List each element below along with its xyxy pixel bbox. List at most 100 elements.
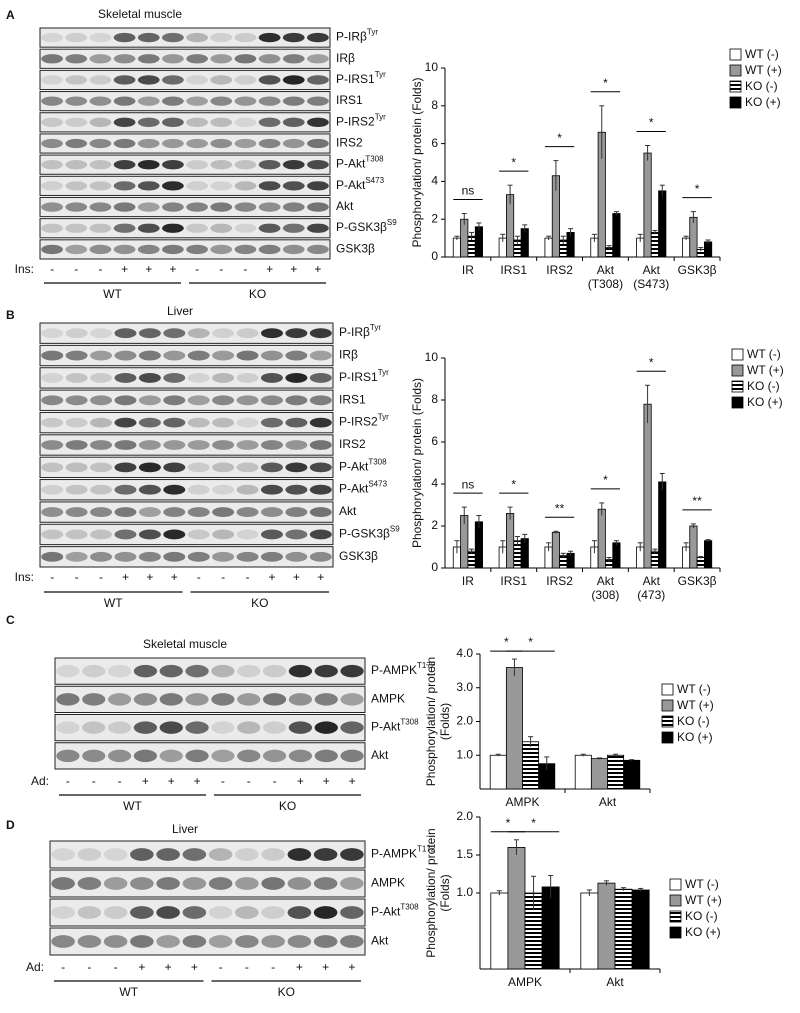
blot-strip: [39, 546, 334, 568]
blot-band: [41, 328, 64, 339]
blot-band: [307, 181, 329, 191]
treatment-sign: -: [221, 774, 225, 788]
blot-strip: [39, 112, 331, 133]
blot-band: [138, 529, 161, 540]
blot-band: [258, 117, 281, 127]
blot-band: [137, 244, 160, 255]
bar: [704, 241, 713, 258]
legend-swatch: [661, 699, 674, 712]
blot-band: [340, 877, 364, 890]
legend-swatch: [661, 731, 674, 744]
blot-label-text: P-Akt: [336, 178, 366, 192]
blot-label-text: AMPK: [371, 876, 405, 890]
blot-band: [237, 664, 261, 678]
blot-band: [107, 693, 132, 706]
treatment-sign: -: [92, 774, 96, 788]
blot-label: IRβ: [336, 51, 355, 65]
blot-band: [340, 906, 364, 919]
blot-band: [307, 75, 329, 85]
blot-band: [138, 417, 161, 428]
blot-band: [41, 395, 64, 406]
treatment-sign: +: [165, 960, 172, 974]
blot-band: [258, 223, 281, 233]
panel-letter: D: [6, 818, 15, 832]
blot-band: [82, 721, 106, 734]
blot-strip: [39, 501, 334, 523]
blot-label-text: IRS1: [339, 392, 366, 406]
blot-band: [260, 529, 283, 540]
treatment-sign: -: [50, 262, 54, 276]
legend-label: WT (-): [747, 347, 781, 361]
blot-band: [187, 417, 210, 428]
x-tick-label: Akt: [643, 263, 661, 277]
bar: [522, 741, 540, 790]
treatment-sign: -: [195, 262, 199, 276]
blot-band: [282, 75, 305, 85]
bar: [520, 228, 529, 258]
blot-band: [137, 32, 160, 43]
blot-strip: [39, 523, 334, 546]
blot-band: [162, 32, 184, 43]
blot-band: [285, 350, 308, 361]
bar: [597, 882, 616, 970]
legend-swatch: [669, 894, 682, 907]
blot-band: [162, 181, 184, 191]
blot-band: [187, 551, 210, 562]
blot-band: [236, 440, 259, 450]
blot-band: [137, 160, 160, 170]
blot-band: [258, 96, 281, 106]
bar: [696, 557, 705, 569]
legend-label: WT (-): [685, 877, 719, 891]
blot-band: [340, 664, 364, 678]
blot-label: IRS2: [336, 136, 363, 150]
blot-band: [56, 749, 80, 763]
blot-band: [309, 372, 332, 383]
blot-band: [90, 372, 113, 383]
x-tick-label: GSK3β: [678, 574, 717, 588]
blot-band: [103, 877, 128, 890]
blot-band: [130, 848, 154, 861]
blot-band: [90, 350, 113, 361]
blot-label-text: Akt: [371, 748, 389, 762]
y-axis-label: (Folds): [438, 703, 452, 740]
blot-band: [260, 551, 283, 562]
blot-band: [137, 138, 160, 149]
blot-band: [65, 54, 88, 64]
blot-band: [107, 664, 132, 678]
blot-band: [41, 138, 63, 149]
treatment-sign: +: [290, 262, 297, 276]
blot-band: [113, 117, 136, 127]
blot-label-sup: Tyr: [378, 413, 389, 422]
blot-band: [260, 440, 283, 450]
x-tick-label: Akt: [606, 975, 624, 989]
blot-label: P-IRβTyr: [339, 323, 381, 339]
treatment-sign: -: [219, 262, 223, 276]
blot-band: [65, 96, 88, 106]
blot-band: [65, 551, 88, 562]
blot-band: [114, 529, 137, 540]
blot-strip: [49, 927, 366, 956]
blot-band: [285, 484, 308, 495]
blot-band: [113, 202, 136, 212]
blot-band: [113, 75, 136, 85]
y-tick-label: 1.5: [456, 847, 473, 861]
treatment-sign: +: [122, 570, 129, 584]
x-tick-label: AMPK: [505, 795, 539, 809]
group-label: WT: [119, 985, 138, 999]
blot-label: GSK3β: [339, 549, 378, 563]
treatment-label: Ins:: [15, 262, 34, 276]
blot-band: [41, 350, 64, 361]
blot-band: [234, 54, 257, 64]
legend-label: WT (-): [745, 47, 779, 61]
blot-band: [159, 664, 183, 678]
blot-band: [90, 551, 113, 562]
blot-band: [133, 721, 158, 734]
bar: [597, 508, 606, 569]
bar: [658, 190, 667, 258]
blot-label-text: P-Akt: [336, 157, 366, 171]
blot-label-text: IRS2: [339, 437, 366, 451]
blot-label: IRS2: [339, 437, 366, 451]
blot-band: [234, 202, 257, 212]
blot-band: [309, 395, 332, 406]
significance-label: *: [511, 155, 516, 169]
